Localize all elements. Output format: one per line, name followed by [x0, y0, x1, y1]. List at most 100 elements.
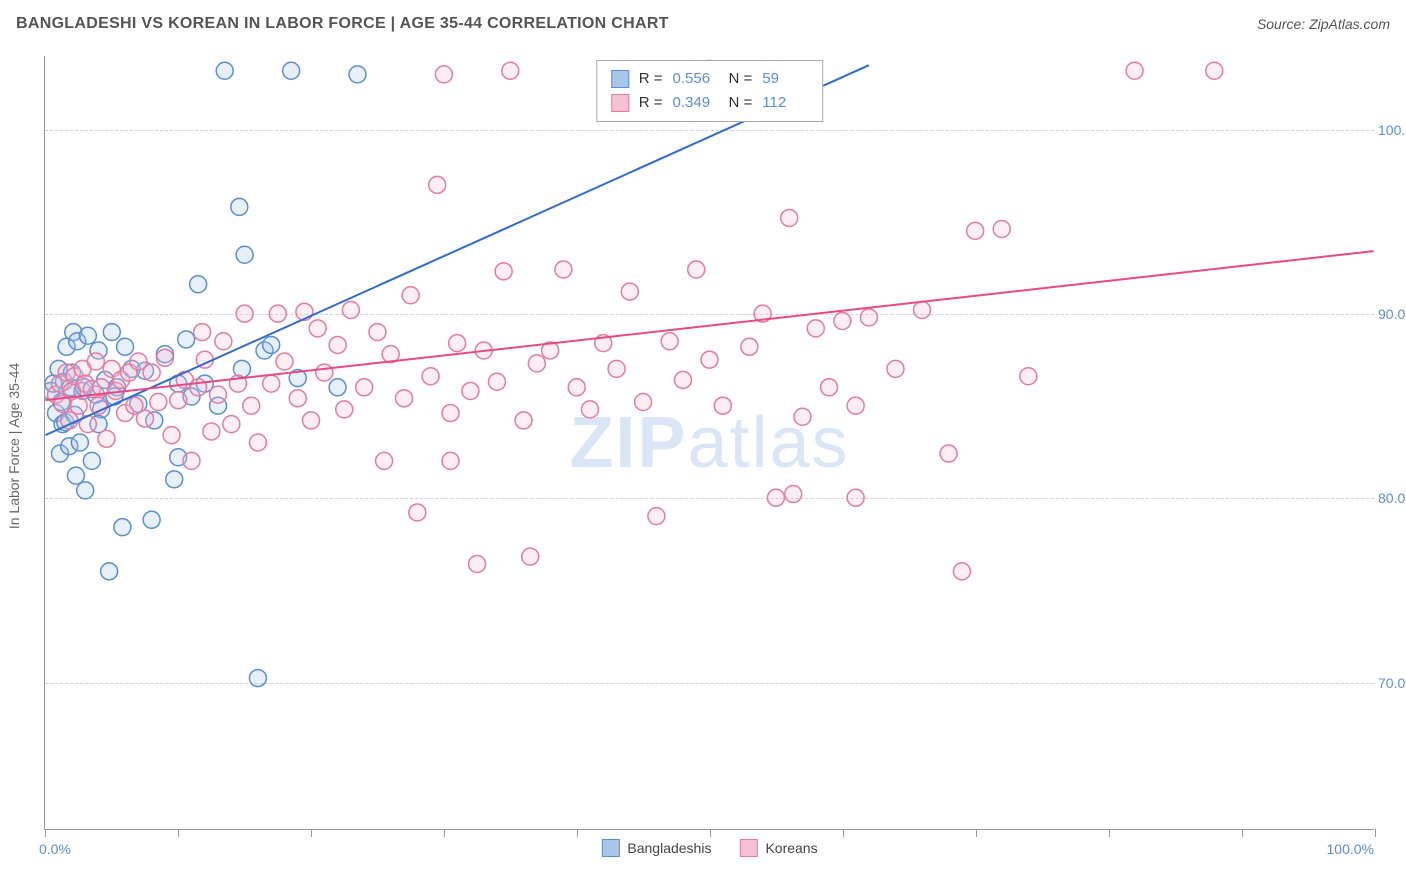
data-point — [196, 375, 213, 392]
data-point — [51, 445, 68, 462]
data-point — [65, 324, 82, 341]
r-value: 0.349 — [673, 91, 719, 115]
data-point — [114, 519, 131, 536]
data-point — [47, 386, 64, 403]
data-point — [166, 471, 183, 488]
data-point — [83, 381, 100, 398]
x-tick — [577, 829, 578, 837]
data-point — [55, 373, 72, 390]
x-tick — [1375, 829, 1376, 837]
data-point — [107, 382, 124, 399]
y-tick-label: 70.0% — [1378, 675, 1406, 691]
data-point — [608, 360, 625, 377]
n-label: N = — [729, 67, 753, 91]
y-axis-title: In Labor Force | Age 35-44 — [6, 363, 22, 529]
y-tick-label: 90.0% — [1378, 306, 1406, 322]
data-point — [595, 335, 612, 352]
data-point — [63, 382, 80, 399]
y-tick-label: 100.0% — [1378, 122, 1406, 138]
data-point — [276, 353, 293, 370]
data-point — [303, 412, 320, 429]
data-point — [215, 333, 232, 350]
gridline — [45, 314, 1374, 315]
data-point — [194, 324, 211, 341]
swatch-icon — [611, 94, 629, 112]
data-point — [435, 66, 452, 83]
data-point — [83, 452, 100, 469]
series-legend: Bangladeshis Koreans — [601, 839, 817, 857]
data-point — [462, 382, 479, 399]
data-point — [701, 351, 718, 368]
correlation-legend: R = 0.556 N = 59 R = 0.349 N = 112 — [596, 60, 824, 122]
data-point — [568, 379, 585, 396]
data-point — [136, 362, 153, 379]
data-point — [555, 261, 572, 278]
data-point — [156, 346, 173, 363]
data-point — [130, 395, 147, 412]
x-tick — [45, 829, 46, 837]
legend-label: Koreans — [765, 840, 817, 856]
data-point — [74, 360, 91, 377]
data-point — [528, 355, 545, 372]
data-point — [90, 416, 107, 433]
data-point — [794, 408, 811, 425]
source-attribution: Source: ZipAtlas.com — [1257, 16, 1390, 32]
legend-item-bangladeshis: Bangladeshis — [601, 839, 711, 857]
data-point — [741, 338, 758, 355]
data-point — [442, 452, 459, 469]
n-value: 112 — [762, 91, 808, 115]
data-point — [502, 62, 519, 79]
data-point — [488, 373, 505, 390]
x-tick — [843, 829, 844, 837]
chart-title: BANGLADESHI VS KOREAN IN LABOR FORCE | A… — [16, 15, 669, 33]
data-point — [170, 375, 187, 392]
data-point — [396, 390, 413, 407]
data-point — [106, 388, 123, 405]
n-label: N = — [729, 91, 753, 115]
data-point — [349, 66, 366, 83]
data-point — [821, 379, 838, 396]
data-point — [79, 416, 96, 433]
data-point — [714, 397, 731, 414]
x-axis-max-label: 100.0% — [1327, 841, 1374, 857]
data-point — [117, 405, 134, 422]
data-point — [77, 482, 94, 499]
data-point — [93, 379, 110, 396]
data-point — [233, 360, 250, 377]
data-point — [1126, 62, 1143, 79]
data-point — [87, 386, 104, 403]
data-point — [953, 563, 970, 580]
x-tick — [1242, 829, 1243, 837]
data-point — [150, 394, 167, 411]
data-point — [661, 333, 678, 350]
data-point — [71, 434, 88, 451]
data-point — [143, 364, 160, 381]
data-point — [256, 342, 273, 359]
x-tick — [1109, 829, 1110, 837]
r-label: R = — [639, 67, 663, 91]
data-point — [236, 246, 253, 263]
data-point — [170, 392, 187, 409]
data-point — [61, 438, 78, 455]
x-tick — [444, 829, 445, 837]
data-point — [336, 401, 353, 418]
data-point — [495, 263, 512, 280]
data-point — [190, 379, 207, 396]
data-point — [210, 386, 227, 403]
data-point — [90, 342, 107, 359]
data-point — [196, 351, 213, 368]
data-point — [176, 371, 193, 388]
data-point — [123, 360, 140, 377]
data-point — [75, 379, 92, 396]
data-point — [283, 62, 300, 79]
data-point — [581, 401, 598, 418]
data-point — [522, 548, 539, 565]
data-point — [223, 416, 240, 433]
data-point — [216, 62, 233, 79]
data-point — [210, 397, 227, 414]
data-point — [121, 364, 138, 381]
data-point — [429, 176, 446, 193]
gridline — [45, 683, 1374, 684]
data-point — [156, 349, 173, 366]
data-point — [98, 430, 115, 447]
